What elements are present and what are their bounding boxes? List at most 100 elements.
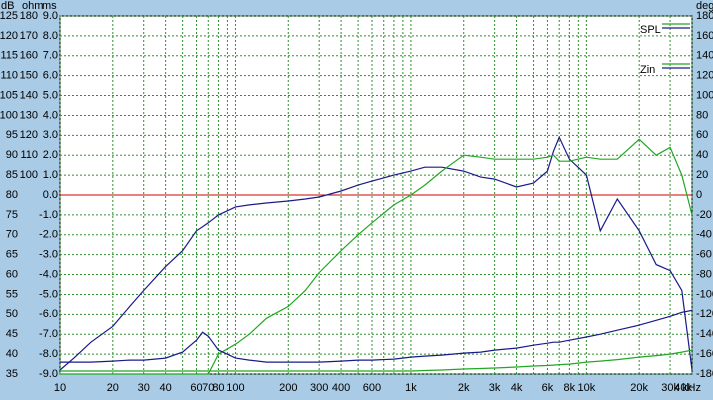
y2-tick-label: 120 bbox=[20, 129, 38, 141]
x-tick-label: 30 bbox=[138, 382, 150, 394]
y4-tick-label: -20 bbox=[696, 209, 712, 221]
x-tick-label: 4k bbox=[511, 382, 523, 394]
y-tick-label: 105 bbox=[0, 89, 18, 101]
y2-tick-label: 130 bbox=[20, 109, 38, 121]
x-tick-label: 100 bbox=[226, 382, 244, 394]
y3-tick-label: 4.0 bbox=[43, 109, 58, 121]
y4-tick-label: 160 bbox=[696, 30, 713, 42]
y4-tick-label: -80 bbox=[696, 268, 712, 280]
x-tick-label: 10k bbox=[577, 382, 595, 394]
y-tick-label: 110 bbox=[0, 70, 18, 82]
y-tick-label: 50 bbox=[6, 308, 18, 320]
y2-axis-title: ohm bbox=[22, 0, 43, 12]
x-tick-label: 300 bbox=[310, 382, 328, 394]
y3-tick-label: 7.0 bbox=[43, 50, 58, 62]
y-tick-label: 115 bbox=[0, 50, 18, 62]
y-tick-label: 65 bbox=[6, 249, 18, 261]
y-tick-label: 35 bbox=[6, 368, 18, 380]
y4-tick-label: 180 bbox=[696, 10, 713, 22]
y4-tick-label: 20 bbox=[696, 169, 708, 181]
legend-label: Zin bbox=[640, 64, 655, 76]
y3-tick-label: 9.0 bbox=[43, 10, 58, 22]
x-tick-label: 40 bbox=[160, 382, 172, 394]
y4-tick-label: 0 bbox=[696, 189, 702, 201]
y4-tick-label: 100 bbox=[696, 89, 713, 101]
y3-tick-label: -2.0 bbox=[39, 229, 58, 241]
y4-tick-label: 40 bbox=[696, 149, 708, 161]
y4-tick-label: -140 bbox=[696, 328, 713, 340]
y3-axis-title: ms bbox=[42, 0, 57, 12]
y-tick-label: 75 bbox=[6, 209, 18, 221]
y4-tick-label: -180 bbox=[696, 368, 713, 380]
x-tick-label: 3k bbox=[489, 382, 501, 394]
y3-tick-label: -9.0 bbox=[39, 368, 58, 380]
y-tick-label: 85 bbox=[6, 169, 18, 181]
y3-tick-label: -5.0 bbox=[39, 288, 58, 300]
series-line bbox=[59, 135, 693, 371]
y2-tick-label: 170 bbox=[20, 30, 38, 42]
y2-tick-label: 180 bbox=[20, 10, 38, 22]
y-tick-label: 90 bbox=[6, 149, 18, 161]
y2-tick-label: 140 bbox=[20, 89, 38, 101]
y3-tick-label: 3.0 bbox=[43, 129, 58, 141]
x-tick-label: 2k bbox=[458, 382, 470, 394]
y4-tick-label: 60 bbox=[696, 129, 708, 141]
y4-tick-label: -100 bbox=[696, 288, 713, 300]
x-tick-label: 6k bbox=[542, 382, 554, 394]
y-tick-label: 80 bbox=[6, 189, 18, 201]
x-tick-label: 60 bbox=[190, 382, 202, 394]
x-axis-title: kHz bbox=[682, 382, 701, 394]
y-tick-label: 100 bbox=[0, 109, 18, 121]
x-tick-label: 20k bbox=[630, 382, 648, 394]
y3-tick-label: 2.0 bbox=[43, 149, 58, 161]
y3-tick-label: 6.0 bbox=[43, 70, 58, 82]
y3-tick-label: 5.0 bbox=[43, 89, 58, 101]
y4-axis-title: deg bbox=[696, 0, 713, 12]
y4-tick-label: -40 bbox=[696, 229, 712, 241]
y3-tick-label: -1.0 bbox=[39, 209, 58, 221]
x-tick-label: 8k bbox=[564, 382, 576, 394]
y4-tick-label: -60 bbox=[696, 249, 712, 261]
y-tick-label: 125 bbox=[0, 10, 18, 22]
y3-tick-label: -3.0 bbox=[39, 249, 58, 261]
y4-tick-label: 80 bbox=[696, 109, 708, 121]
y3-tick-label: 8.0 bbox=[43, 30, 58, 42]
y2-tick-label: 160 bbox=[20, 50, 38, 62]
y-tick-label: 45 bbox=[6, 328, 18, 340]
y3-tick-label: -4.0 bbox=[39, 268, 58, 280]
y4-tick-label: -160 bbox=[696, 348, 713, 360]
series-line bbox=[60, 349, 693, 372]
x-tick-label: 10 bbox=[54, 382, 66, 394]
y4-tick-label: 120 bbox=[696, 70, 713, 82]
y-tick-label: 60 bbox=[6, 268, 18, 280]
x-tick-label: 40k bbox=[674, 382, 692, 394]
y3-tick-label: -7.0 bbox=[39, 328, 58, 340]
y-tick-label: 40 bbox=[6, 348, 18, 360]
y-axis-title: dB bbox=[1, 0, 14, 12]
y2-tick-label: 150 bbox=[20, 70, 38, 82]
y3-tick-label: 0.0 bbox=[43, 189, 58, 201]
x-tick-label: 1k bbox=[405, 382, 417, 394]
x-tick-label: 600 bbox=[363, 382, 381, 394]
y4-tick-label: -120 bbox=[696, 308, 713, 320]
y-tick-label: 70 bbox=[6, 229, 18, 241]
x-tick-label: 30k bbox=[661, 382, 679, 394]
y2-tick-label: 100 bbox=[20, 169, 38, 181]
y3-tick-label: 1.0 bbox=[43, 169, 58, 181]
x-tick-label: 70 bbox=[202, 382, 214, 394]
x-tick-label: 400 bbox=[332, 382, 350, 394]
x-tick-label: 80 bbox=[212, 382, 224, 394]
series-line bbox=[60, 138, 693, 375]
y-tick-label: 55 bbox=[6, 288, 18, 300]
x-tick-label: 200 bbox=[279, 382, 297, 394]
y-tick-label: 120 bbox=[0, 30, 18, 42]
y-tick-label: 95 bbox=[6, 129, 18, 141]
y3-tick-label: -8.0 bbox=[39, 348, 58, 360]
y3-tick-label: -6.0 bbox=[39, 308, 58, 320]
x-tick-label: 20 bbox=[107, 382, 119, 394]
y4-tick-label: 140 bbox=[696, 50, 713, 62]
series-line bbox=[60, 309, 693, 363]
y2-tick-label: 110 bbox=[20, 149, 38, 161]
